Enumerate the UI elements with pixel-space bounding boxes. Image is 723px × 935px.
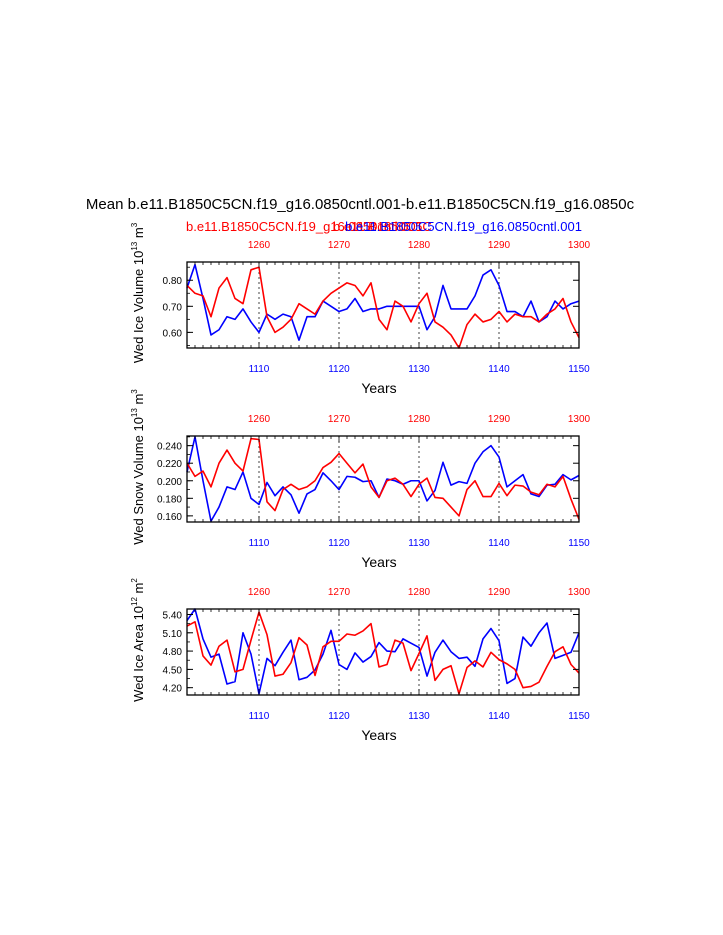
y-tick-label: 4.20 (163, 684, 183, 695)
subtitle-red: b.e11.B1850C5CN.f19_g16.0850cntl.001 (186, 219, 423, 234)
y-axis-label-part: Wed Ice Volume 10 (131, 251, 146, 364)
y-axis-label-part: m (131, 227, 146, 241)
x-bottom-tick-label: 1120 (328, 538, 350, 549)
series-line-blue (186, 263, 580, 341)
x-bottom-tick-label: 1110 (249, 538, 270, 549)
y-tick-label: 0.70 (163, 302, 183, 313)
chart-panel-2: 0.160 0.180 0.200 0.220 0.240 1110 1120 1130 114… (130, 389, 591, 570)
series-line-red (186, 266, 580, 349)
y-tick-label: 4.50 (163, 665, 183, 676)
y-tick-label: 0.200 (157, 477, 182, 488)
chart-panel-1: 0.60 0.70 0.80 1110 1120 1130 1140 1150 1260 1270… (130, 222, 591, 396)
y-tick-label: 5.40 (163, 610, 183, 621)
x-top-tick-label: 1260 (248, 587, 271, 598)
x-bottom-tick-label: 1150 (568, 538, 590, 549)
x-top-tick-label: 1290 (488, 587, 511, 598)
subtitle-overlap: b.e11.B1850C5C (333, 219, 432, 234)
x-bottom-tick-label: 1130 (408, 711, 430, 722)
x-top-tick-label: 1270 (328, 240, 351, 251)
y-tick-label: 0.80 (163, 276, 183, 287)
y-axis-label-part: Wed Snow Volume 10 (131, 417, 146, 545)
x-top-tick-label: 1300 (568, 587, 591, 598)
x-top-tick-label: 1290 (488, 414, 511, 425)
x-bottom-tick-label: 1140 (488, 364, 510, 375)
chart-panel-3: 4.20 4.50 4.80 5.10 5.40 1110 1120 1130 1140 1150… (130, 578, 591, 743)
x-top-tick-label: 1270 (328, 414, 351, 425)
x-top-tick-label: 1290 (488, 240, 511, 251)
x-axis-label: Years (361, 380, 396, 396)
series-line-blue (186, 608, 580, 695)
y-axis-label-part: m (131, 394, 146, 408)
y-axis-label-part: Wed Ice Area 10 (131, 606, 146, 702)
x-bottom-tick-label: 1130 (408, 538, 430, 549)
y-tick-label: 0.240 (157, 442, 182, 453)
y-axis-label-part: 12 (130, 597, 139, 606)
y-tick-label: 4.80 (163, 647, 183, 658)
x-top-tick-label: 1280 (408, 414, 431, 425)
x-bottom-tick-label: 1140 (488, 711, 510, 722)
y-axis-label-part: 3 (130, 389, 139, 394)
x-bottom-tick-label: 1120 (328, 364, 350, 375)
x-bottom-tick-label: 1140 (488, 538, 510, 549)
y-tick-label: 0.180 (157, 494, 182, 505)
plot-frame (186, 608, 580, 696)
series-line-red (186, 611, 580, 695)
plot-frame (186, 261, 580, 349)
x-bottom-tick-label: 1110 (249, 364, 270, 375)
x-bottom-tick-label: 1150 (568, 711, 590, 722)
x-axis-label: Years (361, 554, 396, 570)
x-top-tick-label: 1300 (568, 414, 591, 425)
y-axis-label-part: 13 (130, 241, 139, 250)
x-top-tick-label: 1260 (248, 240, 271, 251)
y-axis-label-part: m (131, 583, 146, 597)
y-axis-label: Wed Snow Volume 1013 m3 (130, 389, 146, 545)
y-tick-label: 0.60 (163, 328, 183, 339)
panels: 0.60 0.70 0.80 1110 1120 1130 1140 1150 1260 1270… (130, 222, 591, 743)
y-axis-label-part: 2 (130, 578, 139, 583)
y-axis-label: Wed Ice Volume 1013 m3 (130, 222, 146, 363)
y-axis-label: Wed Ice Area 1012 m2 (130, 578, 146, 702)
plot-frame (186, 435, 580, 523)
x-top-tick-label: 1270 (328, 587, 351, 598)
y-tick-label: 5.10 (163, 629, 183, 640)
y-tick-label: 0.220 (157, 459, 182, 470)
figure-title: Mean b.e11.B1850C5CN.f19_g16.0850cntl.00… (86, 196, 635, 213)
y-tick-label: 0.160 (157, 512, 182, 523)
x-bottom-tick-label: 1130 (408, 364, 430, 375)
x-top-tick-label: 1280 (408, 587, 431, 598)
x-bottom-tick-label: 1150 (568, 364, 590, 375)
x-bottom-tick-label: 1120 (328, 711, 350, 722)
x-top-tick-label: 1260 (248, 414, 271, 425)
series-line-blue (186, 436, 580, 522)
x-bottom-tick-label: 1110 (249, 711, 270, 722)
y-axis-label-part: 3 (130, 222, 139, 227)
series-line-red (186, 437, 580, 520)
subtitle-blue: b.e11.B1850C5CN.f19_g16.0850cntl.001 (345, 219, 582, 234)
y-axis-label-part: 13 (130, 408, 139, 417)
x-axis-label: Years (361, 727, 396, 743)
x-top-tick-label: 1280 (408, 240, 431, 251)
x-top-tick-label: 1300 (568, 240, 591, 251)
